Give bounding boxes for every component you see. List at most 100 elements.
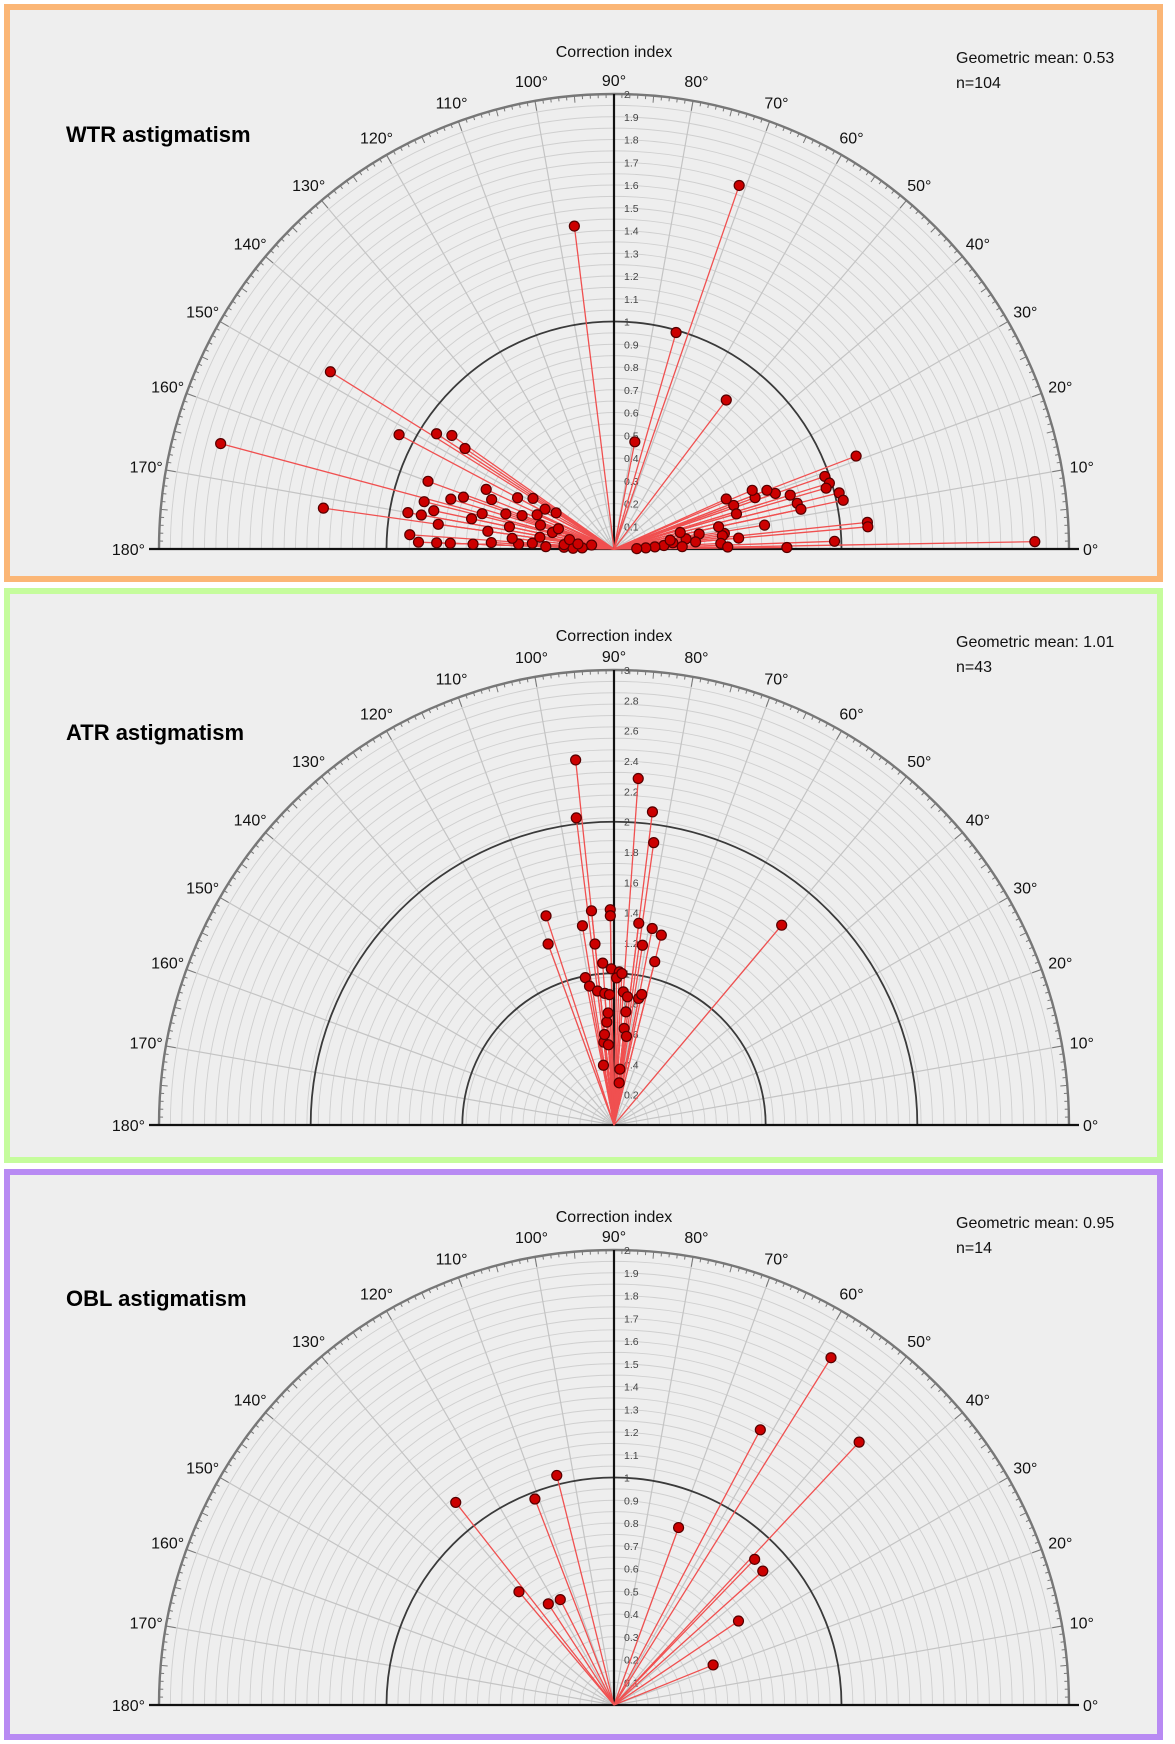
angle-tick <box>495 109 499 117</box>
chart-title: Correction index <box>555 44 673 61</box>
data-point <box>640 542 652 554</box>
radial-tick-label: 2.4 <box>624 756 639 768</box>
angle-tick <box>172 438 177 441</box>
angle-tick <box>518 1259 521 1264</box>
angle-tick <box>181 1563 186 1567</box>
angle-tick <box>465 118 468 123</box>
data-point <box>480 483 492 495</box>
angle-tick <box>260 262 264 266</box>
angle-tick <box>836 1310 842 1320</box>
angle-tick <box>765 121 771 132</box>
angle-tick <box>503 107 506 112</box>
radial-tick-label: 0.6 <box>624 1564 639 1576</box>
data-point <box>445 493 457 505</box>
data-line <box>613 332 677 550</box>
data-point <box>757 1565 769 1577</box>
angle-tick <box>930 226 937 233</box>
angle-tick <box>321 200 329 209</box>
angle-tick <box>168 1609 173 1612</box>
angle-tick <box>954 1406 958 1410</box>
angle-tick <box>652 1251 655 1259</box>
angle-tick <box>164 477 169 479</box>
angle-tick <box>897 1351 901 1355</box>
angle-tick-label: 60° <box>839 1287 863 1304</box>
angle-tick <box>297 221 302 225</box>
angle-tick <box>457 121 463 132</box>
angle-tick <box>488 111 491 116</box>
angle-tick <box>690 100 694 111</box>
angle-tick <box>465 694 468 699</box>
angle-tick <box>1051 438 1056 441</box>
angle-tick <box>219 897 229 903</box>
angle-tick <box>346 1336 350 1341</box>
angle-tick <box>309 786 313 791</box>
angle-tick <box>472 116 476 121</box>
data-point <box>602 1007 614 1019</box>
angle-tick <box>1031 378 1037 381</box>
angle-tick <box>573 671 576 679</box>
angle-tick <box>443 702 446 708</box>
angle-tick <box>526 678 529 683</box>
angle-tick <box>359 171 363 176</box>
radial-tick-label: 1.8 <box>624 1291 639 1303</box>
angle-tick <box>428 709 432 714</box>
data-point <box>568 220 580 232</box>
angle-tick <box>978 1437 983 1441</box>
angle-tick <box>291 802 298 809</box>
angle-tick <box>386 1310 392 1320</box>
angle-tick <box>365 743 369 748</box>
angle-tick <box>480 689 483 694</box>
radial-tick-label: 1.4 <box>624 908 639 920</box>
radial-tick-label: 1.7 <box>624 157 639 169</box>
angle-tick <box>183 1556 188 1559</box>
angle-tick <box>352 175 358 183</box>
angle-tick <box>219 1477 229 1483</box>
angle-tick-label: 50° <box>907 1334 931 1351</box>
angle-tick <box>789 705 793 711</box>
angle-tick <box>859 1323 863 1328</box>
data-point <box>476 508 488 520</box>
angle-tick <box>1034 961 1039 964</box>
angle-tick <box>503 683 506 688</box>
angle-tick <box>212 1490 217 1494</box>
angle-tick <box>775 1280 778 1285</box>
angle-tick <box>1034 385 1039 388</box>
radial-tick-label: 0.6 <box>624 408 639 420</box>
geometric-mean: Geometric mean: 0.95 <box>956 1215 1115 1232</box>
data-point <box>432 518 444 530</box>
angle-tick <box>845 158 849 163</box>
data-point <box>450 1496 462 1509</box>
angle-tick <box>652 95 655 103</box>
angle-tick <box>802 136 807 144</box>
angle-tick-label: 20° <box>1048 956 1072 973</box>
radial-tick-label: 0.5 <box>624 1586 639 1598</box>
angle-tick <box>1019 1512 1027 1517</box>
data-point <box>646 922 658 935</box>
angle-tick <box>885 761 889 766</box>
radial-tick-label: 2.8 <box>624 695 639 707</box>
angle-tick <box>170 1602 175 1605</box>
angle-tick <box>1011 334 1016 338</box>
angle-tick <box>885 1341 889 1346</box>
angle-tick <box>339 761 343 766</box>
angle-tick <box>245 857 250 861</box>
angle-tick <box>722 107 725 112</box>
angle-tick <box>1046 430 1054 434</box>
angle-tick <box>1025 363 1030 367</box>
radial-tick-label: 2 <box>624 89 630 101</box>
data-point <box>459 442 471 455</box>
angle-tick <box>845 1314 849 1319</box>
panel-atr: 0° 10° 20° 30° 40° 50° 60° 70° 80° 90° 100° 110° 120… <box>4 588 1163 1163</box>
angle-tick <box>973 850 978 854</box>
data-point <box>551 1469 563 1482</box>
data-point <box>529 1493 541 1505</box>
data-point <box>733 179 745 192</box>
angle-tick-label: 130° <box>292 1334 325 1351</box>
angle-tick <box>170 1022 175 1025</box>
angle-tick-label: 50° <box>907 178 931 195</box>
angle-tick <box>480 113 483 118</box>
angle-tick <box>707 103 710 108</box>
angle-tick <box>1052 1045 1063 1049</box>
angle-tick <box>1056 461 1061 464</box>
angle-tick <box>752 116 756 121</box>
